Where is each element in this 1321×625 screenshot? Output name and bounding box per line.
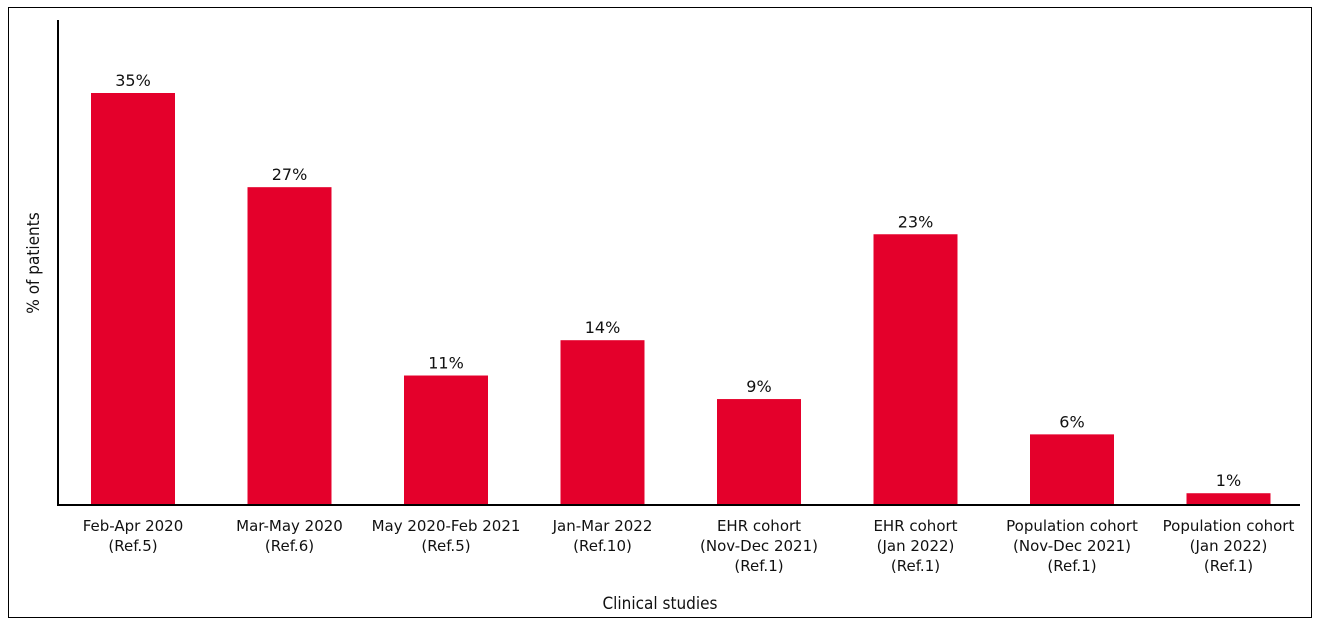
bar-value-label-3: 11% — [428, 354, 464, 373]
x-tick-label-line: (Ref.1) — [891, 557, 940, 575]
x-tick-label-1: Feb-Apr 2020 (Ref.5) — [83, 517, 184, 555]
x-tick-label-line: (Ref.5) — [421, 537, 470, 555]
chart-frame — [8, 7, 1312, 618]
x-tick-label-line: Population cohort — [1006, 517, 1138, 535]
x-tick-label-line: (Jan 2022) — [1190, 537, 1268, 555]
x-tick-label-line: (Ref.6) — [265, 537, 314, 555]
bar-2 — [247, 187, 332, 505]
x-tick-label-line: EHR cohort — [717, 517, 801, 535]
x-tick-label-2: Mar-May 2020 (Ref.6) — [236, 517, 343, 555]
bar-6 — [873, 234, 958, 505]
x-tick-label-line: EHR cohort — [873, 517, 957, 535]
x-tick-label-6: EHR cohort (Jan 2022) (Ref.1) — [873, 517, 957, 575]
bar-8 — [1186, 493, 1271, 505]
x-tick-label-line: (Ref.1) — [734, 557, 783, 575]
bar-value-label-4: 14% — [585, 318, 621, 337]
bar-7 — [1030, 434, 1114, 505]
bar-4 — [560, 340, 645, 505]
bar-1 — [91, 93, 175, 505]
value-labels-layer: 35% 27% 11% 14% 9% 23% 6% 1% — [115, 71, 1241, 490]
x-tick-label-line: (Ref.1) — [1204, 557, 1253, 575]
x-tick-label-line: (Ref.10) — [573, 537, 632, 555]
bar-5 — [717, 399, 801, 505]
bar-value-label-8: 1% — [1216, 471, 1241, 490]
x-tick-label-line: Mar-May 2020 — [236, 517, 343, 535]
x-tick-label-line: (Ref.5) — [108, 537, 157, 555]
bar-value-label-2: 27% — [272, 165, 308, 184]
bar-3 — [404, 375, 488, 505]
x-tick-label-3: May 2020-Feb 2021 (Ref.5) — [372, 517, 521, 555]
bar-value-label-6: 23% — [898, 212, 934, 231]
x-tick-label-line: (Nov-Dec 2021) — [1013, 537, 1131, 555]
x-tick-label-line: Feb-Apr 2020 — [83, 517, 184, 535]
x-axis-title: Clinical studies — [602, 594, 717, 614]
bar-value-label-1: 35% — [115, 71, 151, 90]
x-tick-label-line: Population cohort — [1163, 517, 1295, 535]
x-tick-labels-layer: Feb-Apr 2020 (Ref.5)Mar-May 2020 (Ref.6)Ma… — [83, 517, 1295, 575]
x-tick-label-line: (Nov-Dec 2021) — [700, 537, 818, 555]
bar-value-label-7: 6% — [1059, 412, 1084, 431]
bars-layer — [91, 93, 1271, 505]
x-tick-label-line: May 2020-Feb 2021 — [372, 517, 521, 535]
y-axis-title: % of patients — [24, 212, 44, 313]
x-tick-label-7: Population cohort (Nov-Dec 2021) (Ref.1) — [1006, 517, 1138, 575]
x-tick-label-line: (Jan 2022) — [877, 537, 955, 555]
x-tick-label-5: EHR cohort (Nov-Dec 2021) (Ref.1) — [700, 517, 818, 575]
x-tick-label-line: (Ref.1) — [1047, 557, 1096, 575]
x-tick-label-4: Jan-Mar 2022 (Ref.10) — [552, 517, 653, 555]
bar-value-label-5: 9% — [746, 377, 771, 396]
x-tick-label-8: Population cohort (Jan 2022) (Ref.1) — [1163, 517, 1295, 575]
x-tick-label-line: Jan-Mar 2022 — [552, 517, 653, 535]
